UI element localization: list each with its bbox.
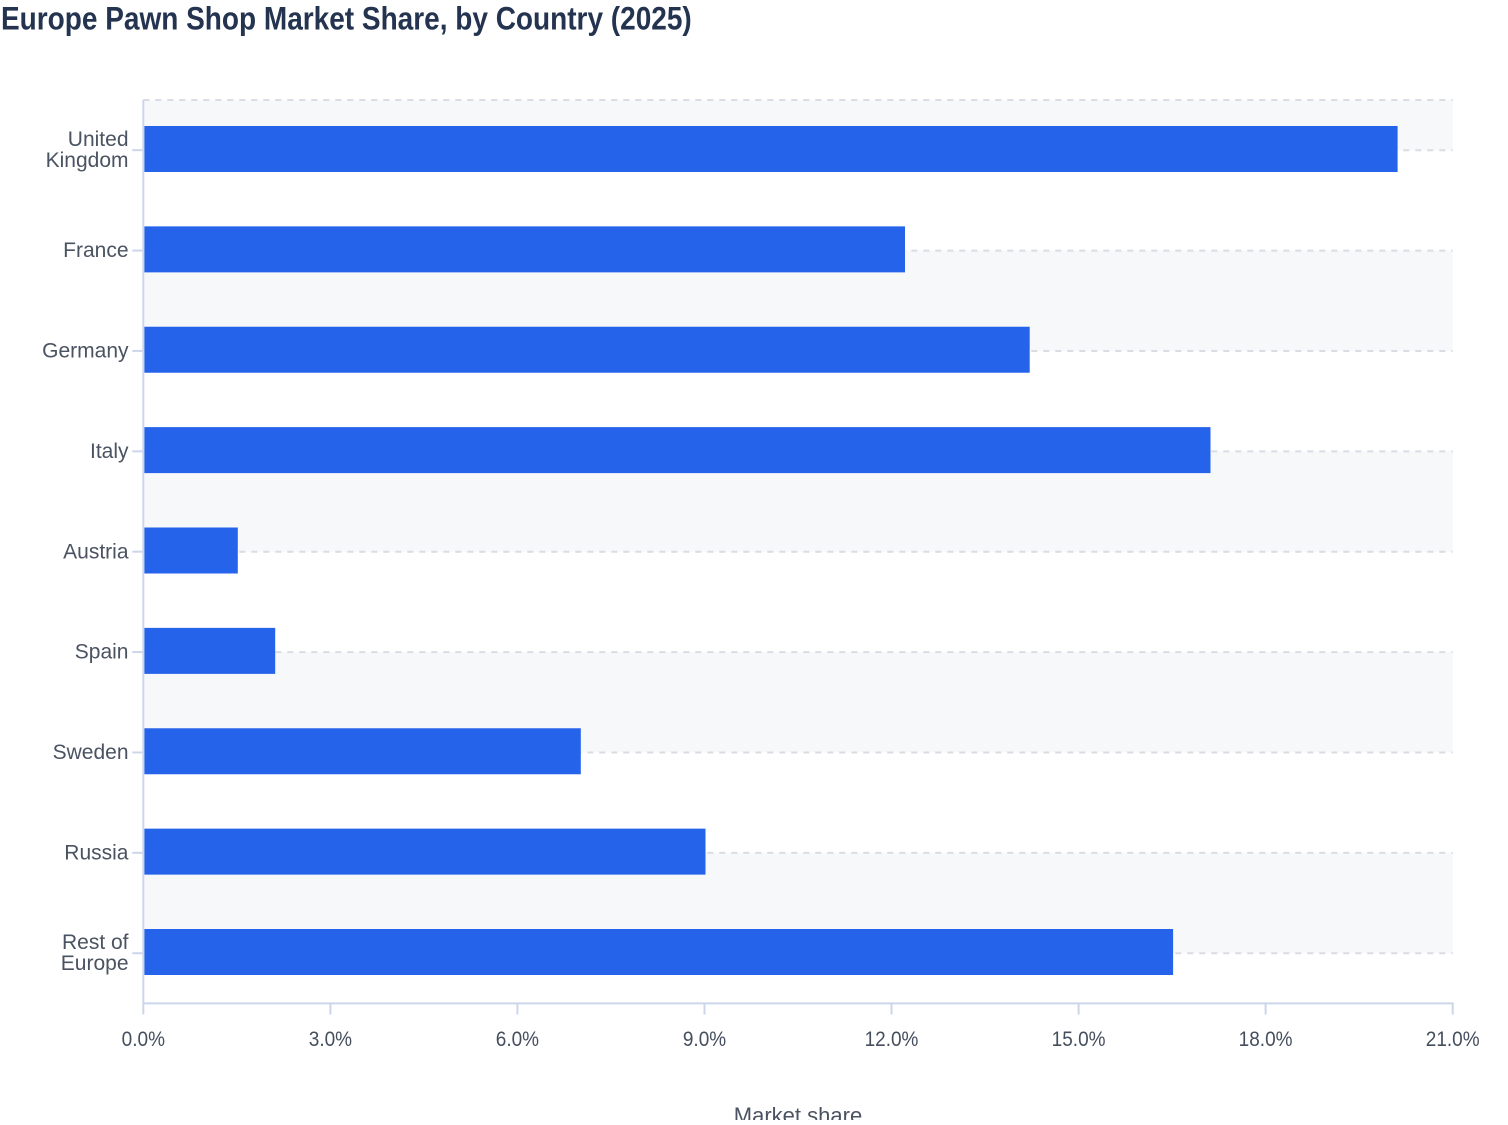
svg-text:United: United bbox=[68, 128, 129, 151]
svg-text:21.0%: 21.0% bbox=[1426, 1028, 1480, 1051]
svg-text:Italy: Italy bbox=[90, 440, 129, 463]
svg-text:3.0%: 3.0% bbox=[309, 1028, 353, 1051]
svg-text:Market share: Market share bbox=[734, 1103, 862, 1120]
svg-text:Russia: Russia bbox=[64, 841, 129, 864]
svg-text:18.0%: 18.0% bbox=[1239, 1028, 1293, 1051]
svg-text:6.0%: 6.0% bbox=[496, 1028, 540, 1051]
svg-text:15.0%: 15.0% bbox=[1052, 1028, 1106, 1051]
svg-text:Europe Pawn Shop Market Share,: Europe Pawn Shop Market Share, by Countr… bbox=[1, 1, 692, 38]
svg-text:France: France bbox=[63, 239, 128, 262]
svg-text:Spain: Spain bbox=[75, 641, 129, 664]
svg-text:Rest of: Rest of bbox=[62, 931, 129, 954]
svg-text:9.0%: 9.0% bbox=[683, 1028, 727, 1051]
svg-text:Germany: Germany bbox=[42, 340, 129, 363]
svg-text:12.0%: 12.0% bbox=[865, 1028, 919, 1051]
svg-text:Austria: Austria bbox=[63, 540, 129, 563]
svg-text:Kingdom: Kingdom bbox=[46, 149, 129, 172]
svg-text:0.0%: 0.0% bbox=[122, 1028, 166, 1051]
svg-text:Sweden: Sweden bbox=[53, 741, 129, 764]
svg-text:Europe: Europe bbox=[61, 952, 129, 975]
